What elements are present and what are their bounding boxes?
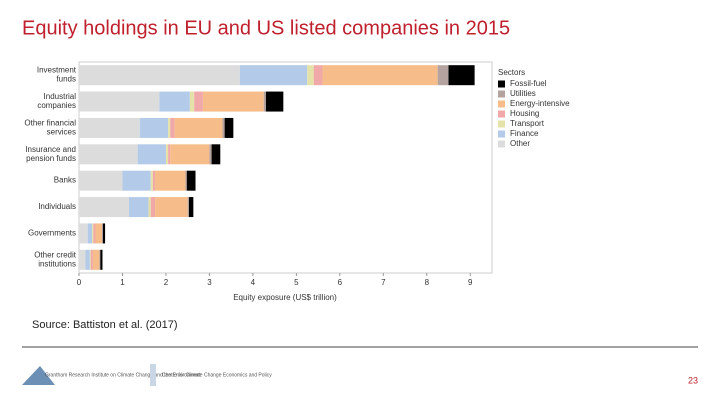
bar-segment [239, 65, 308, 86]
bar-segment [188, 197, 194, 218]
bar-segment [90, 249, 93, 270]
bar-segment [79, 249, 86, 270]
x-tick-label: 9 [468, 278, 473, 287]
source: Source: Battiston et al. (2017) [32, 319, 178, 331]
bar-segment [79, 197, 129, 218]
x-tick-label: 0 [77, 278, 82, 287]
bar-segment [155, 197, 188, 218]
bar-segment [194, 91, 203, 112]
x-tick-label: 6 [338, 278, 343, 287]
legend-label: Finance [510, 129, 539, 138]
y-tick-label: Industrial companies [37, 92, 76, 110]
bar-segment [79, 170, 123, 191]
y-tick-label: Individuals [38, 202, 76, 211]
x-tick-label: 8 [425, 278, 430, 287]
bar-segment [79, 144, 138, 165]
bar-segment [85, 249, 90, 270]
legend-swatch [498, 90, 505, 98]
x-tick-label: 2 [164, 278, 169, 287]
bar-segment [93, 223, 96, 244]
bar-segment [139, 117, 169, 138]
bar-segment [265, 91, 284, 112]
bar-segment [165, 144, 169, 165]
x-tick-label: 4 [251, 278, 256, 287]
bar-segment [313, 65, 323, 86]
bar-segment [150, 197, 156, 218]
logo-text: Centre for Climate Change Economics and … [162, 372, 272, 378]
bar-segment [202, 91, 264, 112]
bar-segment [99, 249, 101, 270]
bar-segment [102, 223, 106, 244]
logo-icon [150, 364, 156, 386]
bar-segment [263, 91, 266, 112]
bar-segment [189, 91, 195, 112]
legend-swatch [498, 130, 505, 138]
bar-segment [174, 117, 223, 138]
legend-swatch [498, 120, 505, 128]
bar-segment [92, 223, 94, 244]
y-tick-label: Banks [54, 176, 76, 185]
bar-segment [186, 170, 196, 191]
bar-segment [168, 117, 171, 138]
y-tick-label: Other financial services [24, 119, 76, 137]
bar-segment [307, 65, 314, 86]
legend-swatch [498, 100, 505, 108]
bar-segment [448, 65, 475, 86]
legend-label: Energy-intensive [510, 99, 570, 108]
slide-title: Equity holdings in EU and US listed comp… [22, 17, 510, 39]
x-tick-label: 3 [207, 278, 212, 287]
bar-segment [224, 117, 234, 138]
bar-segment [87, 223, 93, 244]
bar-segment [159, 91, 190, 112]
bar-segment [92, 249, 100, 270]
bar-segment [79, 91, 160, 112]
legend-label: Transport [510, 119, 545, 128]
x-axis-label: Equity exposure (US$ trillion) [233, 293, 337, 302]
legend-swatch [498, 80, 505, 88]
bar-segment [79, 117, 140, 138]
bar-segment [148, 197, 151, 218]
y-tick-label: Governments [28, 229, 76, 238]
bar-segment [89, 249, 91, 270]
logo-icon [22, 366, 55, 385]
y-tick-label: Insurance and pension funds [25, 145, 76, 163]
legend-label: Housing [510, 109, 539, 118]
bar-segment [168, 144, 171, 165]
x-tick-label: 5 [294, 278, 299, 287]
bar-segment [95, 223, 103, 244]
bar-segment [222, 117, 225, 138]
legend-swatch [498, 140, 505, 148]
bar-segment [322, 65, 438, 86]
legend-label: Other [510, 139, 530, 148]
bar-segment [102, 223, 103, 244]
legend-title: Sectors [498, 68, 525, 77]
bar-segment [187, 197, 189, 218]
bar-segment [79, 223, 88, 244]
legend-swatch [498, 110, 505, 118]
bar-segment [170, 117, 175, 138]
x-tick-label: 1 [120, 278, 125, 287]
y-tick-label: Investment funds [37, 66, 77, 84]
bar-segment [152, 170, 156, 191]
bar-segment [211, 144, 221, 165]
x-tick-label: 7 [381, 278, 386, 287]
legend-label: Utilities [510, 89, 536, 98]
bar-segment [79, 65, 240, 86]
legend-label: Fossil-fuel [510, 79, 547, 88]
bar-segment [209, 144, 212, 165]
y-tick-label: Other credit institutions [34, 250, 77, 268]
page-number: 23 [688, 375, 698, 385]
bar-segment [150, 170, 153, 191]
bar-segment [170, 144, 210, 165]
bar-segment [100, 249, 103, 270]
bar-segment [128, 197, 149, 218]
bar-segment [437, 65, 449, 86]
logo-text: Grantham Research Institute on Climate C… [45, 372, 201, 378]
bar-segment [185, 170, 187, 191]
bar-segment [122, 170, 151, 191]
bar-segment [155, 170, 186, 191]
bar-segment [137, 144, 166, 165]
